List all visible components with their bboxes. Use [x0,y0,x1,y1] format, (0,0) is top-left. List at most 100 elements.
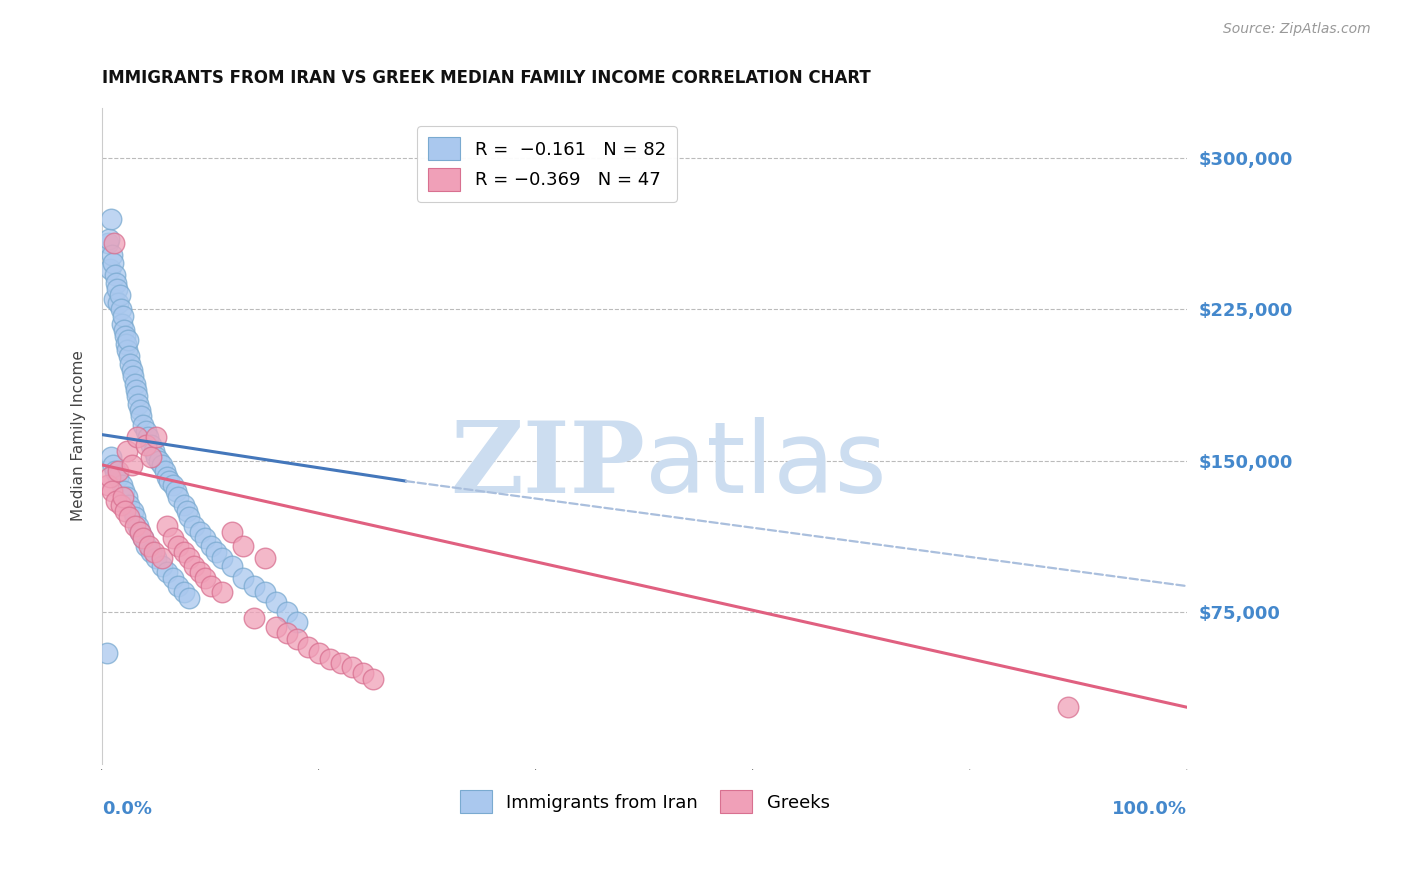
Point [167,539,190,553]
Point [129,409,152,424]
Point [143,443,166,458]
Point [308,646,330,660]
Point [243,579,266,593]
Point [132,531,155,545]
Point [276,625,298,640]
Point [105,282,128,296]
Point [139,545,162,559]
Point [176,504,198,518]
Point [129,403,152,417]
Point [135,438,157,452]
Point [173,545,195,559]
Point [200,539,222,553]
Point [114,504,136,518]
Point [124,510,146,524]
Point [135,424,157,438]
Point [221,524,243,539]
Point [135,539,157,553]
Point [363,672,385,686]
Point [110,499,132,513]
Point [145,430,167,444]
Point [100,211,122,226]
Point [107,296,129,310]
Point [104,464,127,478]
Point [118,349,141,363]
Point [232,539,254,553]
Point [107,464,129,478]
Point [177,550,200,565]
Point [121,363,143,377]
Point [1056,700,1078,714]
Text: Source: ZipAtlas.com: Source: ZipAtlas.com [1223,22,1371,37]
Point [162,571,184,585]
Point [108,288,131,302]
Text: IMMIGRANTS FROM IRAN VS GREEK MEDIAN FAMILY INCOME CORRELATION CHART: IMMIGRANTS FROM IRAN VS GREEK MEDIAN FAM… [103,69,870,87]
Point [253,550,276,565]
Point [118,499,141,513]
Text: atlas: atlas [645,417,886,514]
Point [111,478,134,492]
Point [183,518,205,533]
Point [129,524,152,539]
Point [139,438,162,452]
Point [101,458,124,472]
Point [167,490,190,504]
Point [111,317,134,331]
Point [97,232,120,246]
Point [115,490,138,504]
Point [156,565,179,579]
Point [121,369,143,384]
Point [121,458,143,472]
Point [153,464,176,478]
Point [319,652,342,666]
Point [136,430,159,444]
Y-axis label: Median Family Income: Median Family Income [72,351,86,521]
Point [162,478,184,492]
Text: 100.0%: 100.0% [1112,800,1187,818]
Point [118,510,141,524]
Point [340,660,363,674]
Point [101,484,124,499]
Point [104,268,127,282]
Point [150,458,173,472]
Point [143,545,166,559]
Point [96,646,118,660]
Point [105,276,128,290]
Point [105,494,128,508]
Point [150,558,173,573]
Point [98,470,121,484]
Point [103,235,125,250]
Point [112,484,135,499]
Point [162,531,184,545]
Point [124,377,146,392]
Point [156,470,179,484]
Point [148,454,170,468]
Point [100,450,122,464]
Point [125,383,148,397]
Point [97,478,120,492]
Point [173,499,195,513]
Point [188,565,211,579]
Point [111,490,134,504]
Point [183,558,205,573]
Point [103,293,125,307]
Point [97,235,120,250]
Point [125,389,148,403]
Point [188,524,211,539]
Point [101,256,124,270]
Point [145,550,167,565]
Point [211,585,233,599]
Point [132,531,155,545]
Point [132,417,155,432]
Point [117,333,139,347]
Point [138,539,160,553]
Point [194,571,217,585]
Point [127,397,149,411]
Point [194,531,217,545]
Point [243,611,266,625]
Point [287,615,309,630]
Point [159,474,181,488]
Point [221,558,243,573]
Point [211,550,233,565]
Point [115,443,138,458]
